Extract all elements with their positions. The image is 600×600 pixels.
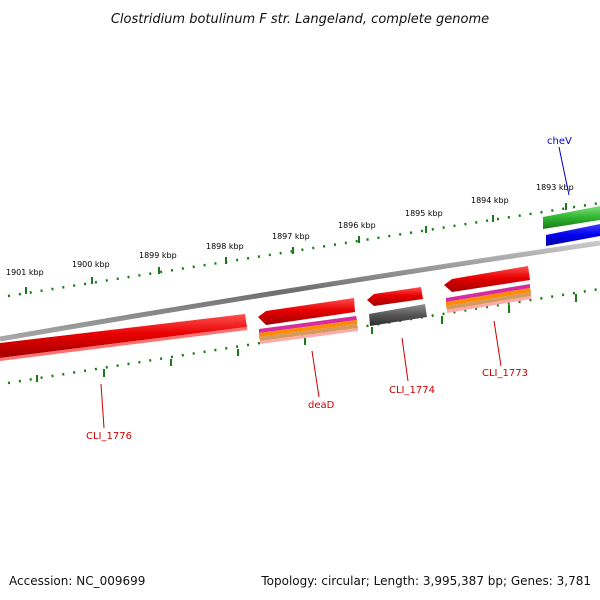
scale-label: 1896 kbp <box>338 221 376 230</box>
gene-chev-blue-bar[interactable] <box>546 224 600 246</box>
gene-dead-label[interactable]: deaD <box>308 400 335 411</box>
gene-dead-stripe-orange <box>259 320 357 337</box>
map-title: Clostridium botulinum F str. Langeland, … <box>111 12 489 27</box>
scale-ruler: 1901 kbp 1900 kbp 1899 kbp 1898 kbp 1897… <box>6 183 600 298</box>
gene-dead-stripe-tan <box>259 324 358 341</box>
gene-cli-1774-bar[interactable] <box>367 287 423 306</box>
scale-label: 1900 kbp <box>72 260 110 269</box>
scale-label: 1901 kbp <box>6 268 44 277</box>
gene-chev-label[interactable]: cheV <box>547 136 572 147</box>
gene-cli-1773-label[interactable]: CLI_1773 <box>482 368 528 379</box>
gene-dead-bar[interactable] <box>258 298 355 325</box>
scale-ruler-dots <box>7 201 600 298</box>
gene-cli-1774-grey-bar[interactable] <box>369 304 427 326</box>
gene-cli-1773-stripe-orange <box>446 288 531 306</box>
gene-chev[interactable]: cheV <box>543 136 600 246</box>
scale-label: 1894 kbp <box>471 196 509 205</box>
gene-cli-1774-label[interactable]: CLI_1774 <box>389 385 435 396</box>
gene-cli-1773-bar[interactable] <box>444 266 530 292</box>
gene-cli-1776-leader <box>100 383 105 429</box>
gene-cli-1776-shadow <box>0 327 247 361</box>
gene-chev-green-bar[interactable] <box>543 206 600 229</box>
genome-summary-text: Topology: circular; Length: 3,995,387 bp… <box>261 574 591 588</box>
gene-cli-1776-bar[interactable] <box>0 314 247 358</box>
gene-dead-stripe-pink <box>260 328 358 344</box>
gene-dead-stripe-magenta <box>259 316 357 333</box>
gene-dead[interactable]: deaD <box>258 298 358 411</box>
gene-cli-1776-label[interactable]: CLI_1776 <box>86 431 132 442</box>
gene-cli-1774[interactable]: CLI_1774 <box>367 287 435 396</box>
gene-cli-1776[interactable]: CLI_1776 <box>0 314 247 442</box>
gene-cli-1773[interactable]: CLI_1773 <box>444 266 531 379</box>
scale-label: 1897 kbp <box>272 232 310 241</box>
lower-track-dots <box>7 287 600 385</box>
gene-dead-leader <box>311 350 320 398</box>
gene-cli-1773-stripe-pink <box>447 296 531 313</box>
scale-label: 1895 kbp <box>405 209 443 218</box>
scale-label: 1898 kbp <box>206 242 244 251</box>
gene-cli-1773-stripe-magenta <box>446 284 530 302</box>
gene-chev-leader <box>558 146 570 196</box>
accession-text: Accession: NC_009699 <box>9 574 146 588</box>
gene-cli-1773-stripe-tan <box>446 292 531 310</box>
gene-cli-1773-leader <box>493 320 502 367</box>
genome-backbone <box>0 240 600 342</box>
scale-label: 1899 kbp <box>139 251 177 260</box>
scale-label: 1893 kbp <box>536 183 574 192</box>
gene-cli-1774-leader <box>401 337 409 382</box>
lower-track-line <box>7 287 600 385</box>
